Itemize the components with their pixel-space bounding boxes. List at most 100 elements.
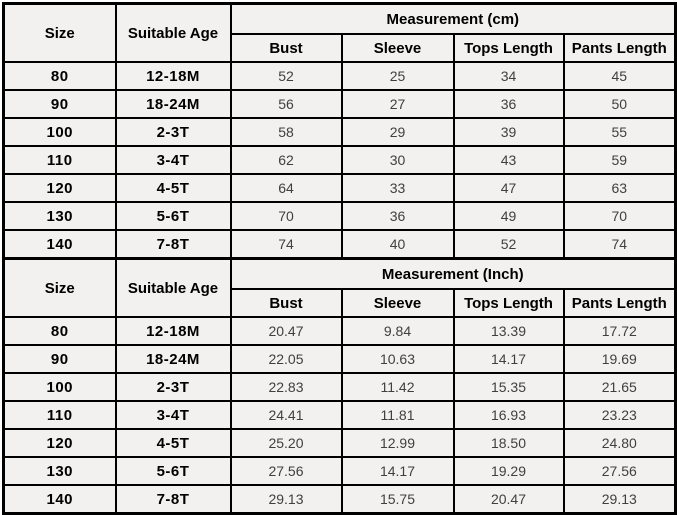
value-cell: 36 (340, 201, 455, 231)
value-cell: 52 (452, 229, 565, 260)
size-cell: 100 (2, 117, 117, 147)
value-cell: 56 (229, 89, 343, 119)
value-cell: 24.80 (562, 428, 677, 458)
value-cell: 24.41 (229, 400, 343, 430)
value-cell: 43 (452, 145, 565, 175)
value-cell: 29.13 (229, 484, 343, 515)
value-cell: 14.17 (340, 456, 455, 486)
value-cell: 15.75 (340, 484, 455, 515)
value-cell: 23.23 (562, 400, 677, 430)
value-cell: 58 (229, 117, 343, 147)
inch-bust-header: Bust (229, 288, 343, 318)
value-cell: 50 (562, 89, 677, 119)
age-cell: 4-5T (114, 428, 232, 458)
value-cell: 19.29 (452, 456, 565, 486)
value-cell: 25 (340, 61, 455, 91)
value-cell: 16.93 (452, 400, 565, 430)
table-row: 80 12-18M 20.47 9.84 13.39 17.72 (2, 316, 677, 346)
inch-table-body: 80 12-18M 20.47 9.84 13.39 17.72 90 18-24M 22.05… (2, 316, 677, 515)
value-cell: 9.84 (340, 316, 455, 346)
table-row: 80 12-18M 52 25 34 45 (2, 61, 677, 91)
age-cell: 4-5T (114, 173, 232, 203)
size-cell: 120 (2, 173, 117, 203)
cm-bust-header: Bust (229, 33, 343, 63)
value-cell: 25.20 (229, 428, 343, 458)
value-cell: 19.69 (562, 344, 677, 374)
value-cell: 14.17 (452, 344, 565, 374)
age-cell: 2-3T (114, 117, 232, 147)
age-cell: 12-18M (114, 316, 232, 346)
value-cell: 12.99 (340, 428, 455, 458)
table-row: 130 5-6T 27.56 14.17 19.29 27.56 (2, 456, 677, 486)
inch-age-header: Suitable Age (114, 257, 232, 318)
value-cell: 18.50 (452, 428, 565, 458)
size-cell: 110 (2, 145, 117, 175)
size-cell: 90 (2, 89, 117, 119)
cm-measurement-header: Measurement (cm) (229, 2, 677, 35)
table-row: 90 18-24M 22.05 10.63 14.17 19.69 (2, 344, 677, 374)
value-cell: 22.05 (229, 344, 343, 374)
cm-age-header: Suitable Age (114, 2, 232, 63)
size-cell: 90 (2, 344, 117, 374)
cm-pants-length-header: Pants Length (562, 33, 677, 63)
inch-header-row: Size Suitable Age Measurement (Inch) (2, 257, 677, 318)
value-cell: 17.72 (562, 316, 677, 346)
age-cell: 7-8T (114, 229, 232, 260)
value-cell: 29.13 (562, 484, 677, 515)
value-cell: 59 (562, 145, 677, 175)
value-cell: 30 (340, 145, 455, 175)
inch-sleeve-header: Sleeve (340, 288, 455, 318)
size-cell: 130 (2, 456, 117, 486)
inch-size-header: Size (2, 257, 117, 318)
table-row: 140 7-8T 29.13 15.75 20.47 29.13 (2, 484, 677, 515)
value-cell: 36 (452, 89, 565, 119)
value-cell: 27.56 (562, 456, 677, 486)
size-cell: 120 (2, 428, 117, 458)
age-cell: 5-6T (114, 201, 232, 231)
cm-tops-length-header: Tops Length (452, 33, 565, 63)
age-cell: 7-8T (114, 484, 232, 515)
value-cell: 49 (452, 201, 565, 231)
value-cell: 27.56 (229, 456, 343, 486)
size-cell: 110 (2, 400, 117, 430)
value-cell: 10.63 (340, 344, 455, 374)
table-row: 90 18-24M 56 27 36 50 (2, 89, 677, 119)
size-cell: 80 (2, 61, 117, 91)
cm-sleeve-header: Sleeve (340, 33, 455, 63)
value-cell: 27 (340, 89, 455, 119)
table-row: 120 4-5T 64 33 47 63 (2, 173, 677, 203)
value-cell: 70 (229, 201, 343, 231)
age-cell: 18-24M (114, 89, 232, 119)
value-cell: 62 (229, 145, 343, 175)
inch-pants-length-header: Pants Length (562, 288, 677, 318)
value-cell: 34 (452, 61, 565, 91)
inch-subheader-row: Bust Sleeve Tops Length Pants Length (4, 288, 677, 318)
value-cell: 11.81 (340, 400, 455, 430)
value-cell: 29 (340, 117, 455, 147)
value-cell: 15.35 (452, 372, 565, 402)
inch-tops-length-header: Tops Length (452, 288, 565, 318)
value-cell: 70 (562, 201, 677, 231)
value-cell: 21.65 (562, 372, 677, 402)
size-cell: 140 (2, 229, 117, 260)
value-cell: 52 (229, 61, 343, 91)
value-cell: 40 (340, 229, 455, 260)
cm-table-body: 80 12-18M 52 25 34 45 90 18-24M 56 27 36 50 100 2-3T 5… (2, 61, 677, 260)
value-cell: 47 (452, 173, 565, 203)
value-cell: 63 (562, 173, 677, 203)
value-cell: 45 (562, 61, 677, 91)
age-cell: 5-6T (114, 456, 232, 486)
value-cell: 39 (452, 117, 565, 147)
table-row: 110 3-4T 24.41 11.81 16.93 23.23 (2, 400, 677, 430)
value-cell: 13.39 (452, 316, 565, 346)
table-row: 110 3-4T 62 30 43 59 (2, 145, 677, 175)
age-cell: 2-3T (114, 372, 232, 402)
table-row: 120 4-5T 25.20 12.99 18.50 24.80 (2, 428, 677, 458)
table-row: 130 5-6T 70 36 49 70 (2, 201, 677, 231)
age-cell: 18-24M (114, 344, 232, 374)
inch-header-body: Size Suitable Age Measurement (Inch) Bus… (2, 257, 677, 318)
value-cell: 20.47 (229, 316, 343, 346)
size-cell: 80 (2, 316, 117, 346)
